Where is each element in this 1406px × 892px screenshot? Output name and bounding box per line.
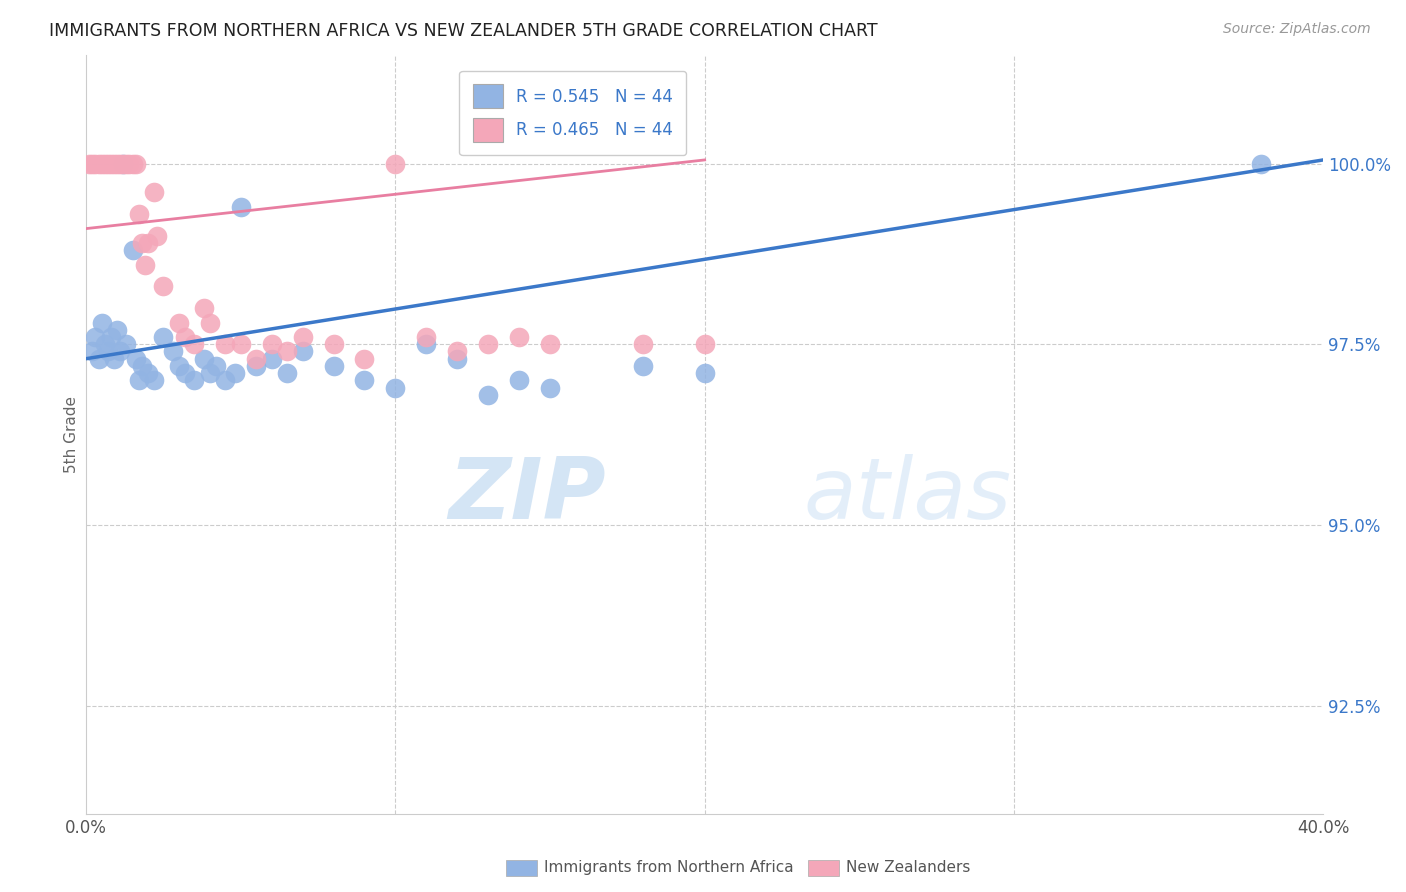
Point (103, 156, 125, 170)
Point (384, 156, 406, 170)
Point (84, 156, 107, 170)
Point (693, 337, 716, 351)
Point (82, 344, 104, 359)
Point (112, 156, 135, 170)
Point (183, 373, 205, 387)
Point (124, 351, 146, 366)
Point (115, 156, 138, 170)
Text: Immigrants from Northern Africa: Immigrants from Northern Africa (544, 861, 794, 875)
Point (415, 337, 437, 351)
Text: ZIP: ZIP (449, 454, 606, 537)
Point (121, 156, 143, 170)
Point (84, 330, 107, 344)
Point (100, 330, 122, 344)
Point (105, 156, 128, 170)
Point (87, 351, 110, 366)
Point (90, 156, 112, 170)
Point (115, 337, 138, 351)
Point (146, 228, 169, 243)
Point (174, 330, 197, 344)
Point (128, 207, 150, 221)
Point (245, 351, 267, 366)
Point (131, 235, 153, 250)
Point (214, 337, 236, 351)
Text: Source: ZipAtlas.com: Source: ZipAtlas.com (1223, 22, 1371, 37)
Point (118, 156, 141, 170)
Point (477, 388, 499, 402)
Text: New Zealanders: New Zealanders (846, 861, 970, 875)
Point (121, 244, 143, 258)
Point (229, 337, 252, 351)
Point (276, 344, 298, 359)
Legend: R = 0.545   N = 44, R = 0.465   N = 44: R = 0.545 N = 44, R = 0.465 N = 44 (460, 71, 686, 155)
Point (105, 323, 128, 337)
Point (193, 351, 215, 366)
Point (260, 351, 283, 366)
Point (353, 373, 375, 387)
Point (124, 156, 146, 170)
Y-axis label: 5th Grade: 5th Grade (65, 396, 79, 473)
Point (245, 359, 267, 373)
Point (97, 156, 120, 170)
Point (477, 337, 499, 351)
Point (415, 330, 437, 344)
Point (90, 316, 112, 330)
Point (143, 186, 166, 200)
Point (193, 301, 215, 315)
Point (322, 359, 344, 373)
Point (134, 258, 156, 272)
Text: atlas: atlas (804, 454, 1011, 537)
Point (143, 373, 166, 387)
Point (1250, 156, 1272, 170)
Point (446, 344, 468, 359)
Point (322, 337, 344, 351)
Point (136, 366, 159, 380)
Point (82, 156, 104, 170)
Point (631, 359, 654, 373)
Point (205, 359, 228, 373)
Point (631, 337, 654, 351)
Point (538, 381, 561, 395)
Point (93, 337, 115, 351)
Point (538, 337, 561, 351)
Point (276, 366, 298, 380)
Point (97, 344, 120, 359)
Point (229, 200, 252, 214)
Point (100, 156, 122, 170)
Point (108, 156, 131, 170)
Point (174, 366, 197, 380)
Point (136, 235, 159, 250)
Point (291, 330, 314, 344)
Point (446, 351, 468, 366)
Point (693, 366, 716, 380)
Point (183, 337, 205, 351)
Point (224, 366, 246, 380)
Point (112, 156, 135, 170)
Point (162, 344, 184, 359)
Point (131, 359, 153, 373)
Point (260, 337, 283, 351)
Point (198, 366, 221, 380)
Point (508, 373, 530, 387)
Point (87, 156, 110, 170)
Point (167, 359, 190, 373)
Point (508, 330, 530, 344)
Point (128, 373, 150, 387)
Point (108, 344, 131, 359)
Point (152, 330, 174, 344)
Point (291, 344, 314, 359)
Point (152, 279, 174, 293)
Point (93, 156, 115, 170)
Point (103, 351, 125, 366)
Point (214, 373, 236, 387)
Point (384, 381, 406, 395)
Text: IMMIGRANTS FROM NORTHERN AFRICA VS NEW ZEALANDER 5TH GRADE CORRELATION CHART: IMMIGRANTS FROM NORTHERN AFRICA VS NEW Z… (49, 22, 877, 40)
Point (198, 316, 221, 330)
Point (77, 156, 100, 170)
Point (353, 351, 375, 366)
Point (167, 316, 190, 330)
